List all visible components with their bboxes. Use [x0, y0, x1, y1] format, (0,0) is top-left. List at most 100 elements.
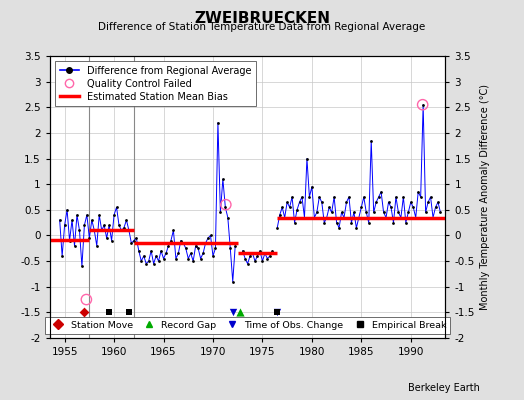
Point	[315, 194, 323, 200]
Point	[355, 214, 363, 221]
Point	[196, 255, 205, 262]
Point	[169, 227, 178, 234]
Point	[409, 204, 418, 210]
Point	[85, 235, 93, 241]
Point	[216, 209, 225, 216]
Point	[235, 309, 244, 316]
Point	[258, 258, 267, 264]
Point	[266, 253, 274, 259]
Point	[419, 102, 427, 108]
Point	[172, 255, 180, 262]
Point	[243, 260, 252, 267]
Point	[219, 176, 227, 182]
Point	[127, 240, 136, 246]
Point	[184, 255, 192, 262]
Point	[365, 220, 373, 226]
Text: Berkeley Earth: Berkeley Earth	[408, 383, 479, 393]
Legend: Station Move, Record Gap, Time of Obs. Change, Empirical Break: Station Move, Record Gap, Time of Obs. C…	[45, 317, 450, 334]
Point	[273, 224, 281, 231]
Point	[147, 248, 155, 254]
Point	[80, 222, 89, 228]
Point	[149, 260, 158, 267]
Point	[182, 245, 190, 252]
Point	[335, 224, 343, 231]
Point	[110, 212, 118, 218]
Point	[100, 222, 108, 228]
Point	[75, 227, 84, 234]
Point	[206, 232, 215, 239]
Point	[273, 309, 281, 316]
Point	[401, 220, 410, 226]
Point	[261, 250, 269, 257]
Point	[342, 199, 351, 205]
Point	[70, 242, 79, 249]
Point	[310, 214, 319, 221]
Point	[68, 217, 76, 223]
Point	[139, 253, 148, 259]
Point	[399, 194, 408, 200]
Point	[142, 260, 150, 267]
Point	[305, 194, 313, 200]
Point	[60, 222, 69, 228]
Point	[328, 209, 336, 216]
Point	[117, 227, 126, 234]
Point	[164, 242, 172, 249]
Point	[421, 209, 430, 216]
Text: Difference of Station Temperature Data from Regional Average: Difference of Station Temperature Data f…	[99, 22, 425, 32]
Point	[397, 214, 405, 221]
Point	[135, 248, 143, 254]
Point	[392, 194, 400, 200]
Point	[231, 242, 239, 249]
Point	[325, 204, 333, 210]
Point	[167, 237, 175, 244]
Point	[322, 214, 331, 221]
Point	[246, 253, 254, 259]
Point	[228, 278, 237, 285]
Point	[394, 209, 402, 216]
Point	[199, 250, 208, 257]
Point	[377, 189, 385, 195]
Point	[389, 220, 398, 226]
Point	[129, 237, 138, 244]
Point	[105, 309, 113, 316]
Point	[251, 258, 259, 264]
Point	[157, 248, 165, 254]
Point	[300, 214, 309, 221]
Point	[417, 194, 425, 200]
Point	[238, 248, 247, 254]
Point	[387, 204, 395, 210]
Point	[145, 258, 153, 264]
Point	[107, 237, 116, 244]
Point	[359, 194, 368, 200]
Point	[73, 212, 81, 218]
Point	[404, 209, 412, 216]
Point	[83, 212, 91, 218]
Point	[352, 224, 361, 231]
Point	[268, 248, 277, 254]
Point	[120, 224, 128, 231]
Point	[427, 194, 435, 200]
Point	[115, 222, 123, 228]
Point	[132, 235, 140, 241]
Point	[436, 209, 445, 216]
Point	[174, 250, 182, 257]
Point	[290, 220, 299, 226]
Point	[214, 120, 222, 126]
Point	[293, 207, 301, 213]
Point	[82, 296, 91, 303]
Point	[93, 242, 101, 249]
Point	[286, 204, 294, 210]
Point	[419, 102, 428, 108]
Point	[256, 248, 264, 254]
Point	[125, 309, 133, 316]
Point	[194, 245, 202, 252]
Point	[337, 209, 346, 216]
Point	[88, 217, 96, 223]
Point	[95, 212, 103, 218]
Point	[179, 240, 188, 246]
Point	[248, 250, 257, 257]
Point	[90, 227, 99, 234]
Point	[137, 258, 146, 264]
Point	[189, 258, 198, 264]
Point	[78, 263, 86, 270]
